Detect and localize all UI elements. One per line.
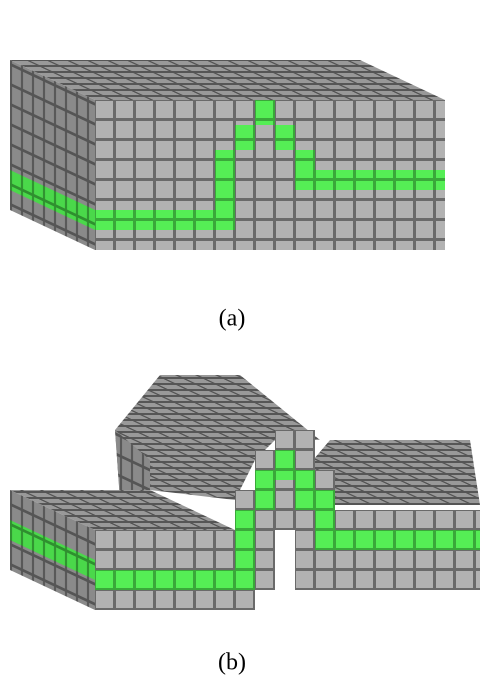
voxel-block-b	[10, 375, 480, 610]
voxel-block-a	[10, 60, 445, 250]
caption: (b)	[218, 650, 246, 676]
figure: (a) (b)	[0, 0, 480, 691]
page: (a) (b) (() => { const data = JSON.parse…	[0, 0, 480, 691]
caption: (a)	[219, 306, 246, 332]
